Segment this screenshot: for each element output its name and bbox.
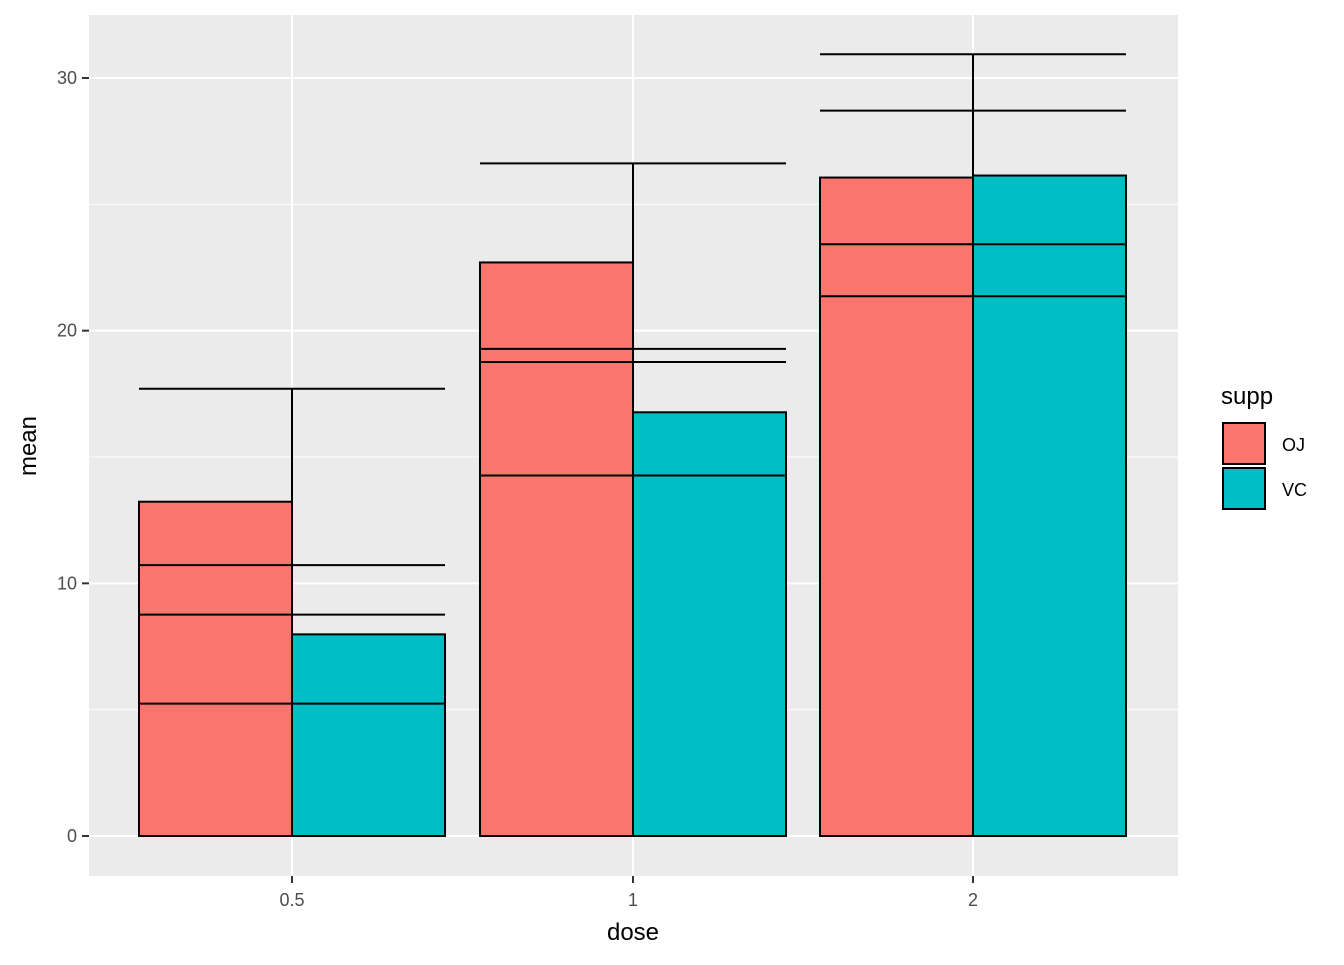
- bars-layer: [138, 174, 1127, 838]
- bar-vc-0.5: [291, 633, 446, 838]
- x-axis: 0.5 1 2: [279, 876, 978, 910]
- bar-oj-1: [479, 261, 634, 837]
- bar-vc-1: [632, 411, 787, 837]
- bar-vc-2: [972, 174, 1127, 837]
- error-bars-layer: [139, 53, 1126, 705]
- bar-oj-0.5: [138, 500, 293, 837]
- legend-title: supp: [1221, 383, 1273, 410]
- y-tick-label: 20: [57, 321, 77, 341]
- x-tick-label: 1: [628, 890, 638, 910]
- legend: supp OJ VC: [1221, 383, 1307, 510]
- bar-oj-2: [819, 176, 974, 837]
- y-tick-label: 0: [67, 826, 77, 846]
- legend-swatch-vc: [1222, 467, 1266, 510]
- legend-items: OJ VC: [1222, 422, 1307, 510]
- y-axis: 0 10 20 30: [57, 68, 89, 846]
- x-axis-title: dose: [607, 919, 659, 946]
- legend-swatch-oj: [1222, 422, 1266, 465]
- y-tick-label: 30: [57, 68, 77, 88]
- y-tick-label: 10: [57, 573, 77, 593]
- x-tick-label: 2: [968, 890, 978, 910]
- y-axis-title: mean: [15, 416, 42, 476]
- x-tick-label: 0.5: [279, 890, 304, 910]
- legend-label-oj: OJ: [1282, 435, 1305, 455]
- legend-label-vc: VC: [1282, 480, 1307, 500]
